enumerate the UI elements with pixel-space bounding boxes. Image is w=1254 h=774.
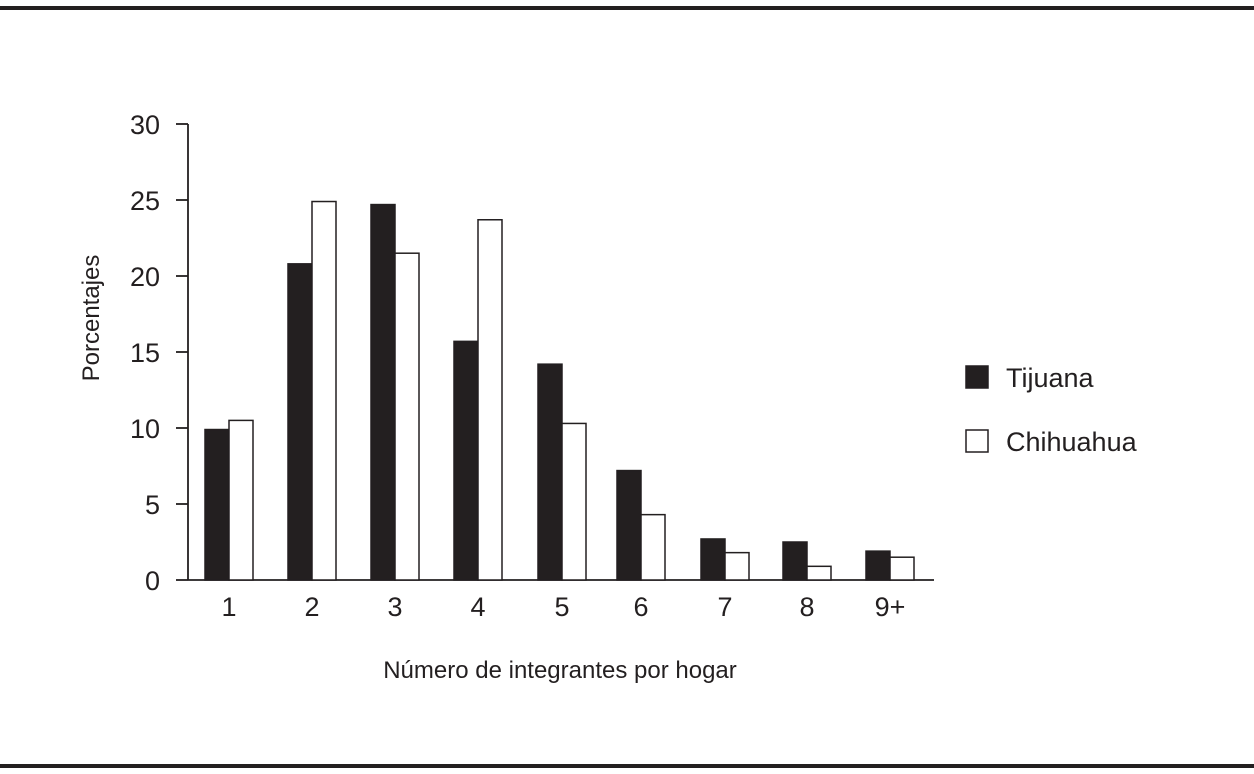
y-tick-label: 0: [145, 566, 160, 596]
bottom-rule: [0, 764, 1254, 768]
bar-chihuahua-3: [394, 252, 420, 581]
x-tick-label: 7: [717, 592, 732, 622]
bar-tijuana-3: [370, 203, 396, 581]
x-tick-label: 8: [799, 592, 814, 622]
x-tick-label: 6: [633, 592, 648, 622]
legend-label-tijuana: Tijuana: [1006, 363, 1095, 393]
legend-swatch-chihuahua: [965, 429, 989, 453]
x-tick-label: 1: [221, 592, 236, 622]
bar-tijuana-8: [782, 541, 808, 581]
bar-chihuahua-1: [228, 419, 254, 581]
y-axis-label: Porcentajes: [78, 255, 105, 382]
x-tick-label: 9+: [875, 592, 906, 622]
bar-chihuahua-5: [561, 422, 587, 581]
y-tick-label: 5: [145, 490, 160, 520]
bar-chihuahua-6: [640, 513, 666, 581]
bar-tijuana-7: [700, 538, 726, 581]
tick-labels: 0 5 10 15 20 25 30 1 2 3 4 5 6 7 8 9+: [130, 110, 905, 622]
bar-tijuana-4: [453, 340, 479, 581]
legend-swatch-tijuana: [965, 365, 989, 389]
bar-tijuana-5: [537, 363, 563, 581]
top-rule: [0, 6, 1254, 10]
x-tick-label: 5: [554, 592, 569, 622]
bar-chihuahua-2: [311, 200, 337, 581]
bars: [204, 200, 915, 581]
y-tick-label: 30: [130, 110, 160, 140]
x-tick-label: 2: [304, 592, 319, 622]
bar-chihuahua-9plus: [889, 556, 915, 581]
bar-tijuana-2: [287, 263, 313, 581]
bar-tijuana-1: [204, 428, 230, 581]
y-tick-label: 25: [130, 186, 160, 216]
x-tick-label: 4: [470, 592, 485, 622]
y-tick-label: 15: [130, 338, 160, 368]
bar-tijuana-9plus: [865, 550, 891, 581]
x-tick-label: 3: [387, 592, 402, 622]
y-tick-label: 10: [130, 414, 160, 444]
bar-chihuahua-7: [724, 551, 750, 581]
bar-chihuahua-4: [477, 219, 503, 581]
legend-label-chihuahua: Chihuahua: [1006, 427, 1138, 457]
y-tick-label: 20: [130, 262, 160, 292]
x-axis-label: Número de integrantes por hogar: [383, 657, 737, 684]
legend: Tijuana Chihuahua: [965, 363, 1138, 457]
bar-tijuana-6: [616, 469, 642, 581]
bar-chihuahua-8: [806, 565, 832, 581]
